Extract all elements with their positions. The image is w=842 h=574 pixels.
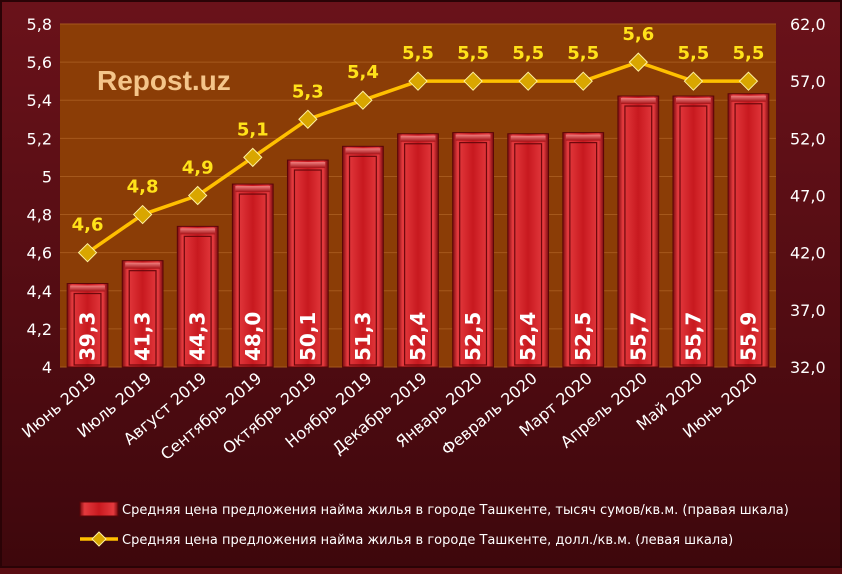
bar-inner-frame [348, 155, 377, 366]
x-axis-tick-label: Октябрь 2019 [219, 369, 320, 458]
right-axis-tick-label: 37,0 [790, 301, 826, 320]
bar-inner-frame [128, 270, 157, 366]
bar-value-label: 52,4 [406, 312, 430, 361]
bar-value-label: 51,3 [351, 312, 375, 361]
bar-value-label: 52,5 [571, 312, 595, 361]
left-axis-tick-label: 5,6 [27, 53, 52, 72]
line-value-label: 4,9 [182, 158, 214, 179]
line-marker [573, 71, 593, 91]
line-marker [77, 242, 98, 263]
line-marker [628, 52, 649, 72]
watermark-text: Repost.uz [97, 65, 231, 96]
line-value-label: 5,5 [402, 43, 434, 64]
left-axis-tick-label: 4,2 [27, 320, 52, 339]
left-axis-tick-label: 4,4 [27, 282, 52, 301]
bar-inner-frame [679, 105, 708, 366]
line-value-label: 4,8 [127, 177, 159, 198]
bar-inner-frame [514, 143, 543, 366]
legend-label-bar: Средняя цена предложения найма жилья в г… [122, 503, 789, 518]
bar-inner-frame [293, 169, 322, 366]
bar-inner-frame [734, 103, 763, 366]
bar-value-label: 55,7 [681, 312, 705, 361]
line-value-label: 5,5 [457, 43, 489, 64]
bar-inner-frame [459, 142, 488, 366]
bar-bevel [70, 285, 105, 292]
line-value-label: 5,1 [237, 119, 269, 140]
bar-bevel [125, 262, 160, 269]
bar-bevel [510, 135, 546, 142]
bar-bevel [731, 95, 766, 102]
left-axis-tick-label: 4,6 [27, 244, 52, 263]
line-value-label: 5,3 [292, 81, 324, 102]
legend-swatch-bar [79, 501, 119, 517]
left-axis-tick-label: 5,4 [27, 91, 52, 110]
bar-bevel [180, 228, 216, 235]
right-axis-tick-label: 57,0 [790, 72, 826, 91]
left-axis-tick-label: 4 [42, 358, 52, 377]
line-value-label: 5,5 [512, 43, 544, 64]
bar-value-label: 52,4 [516, 312, 540, 361]
x-axis-tick-label: Декабрь 2019 [329, 369, 431, 459]
right-axis-tick-label: 42,0 [790, 244, 826, 263]
bar-inner-frame [238, 193, 267, 366]
bar-bevel [620, 98, 656, 105]
line-marker [187, 185, 208, 206]
line-marker [738, 71, 759, 91]
bar-bevel [455, 134, 491, 141]
bar-bevel [400, 135, 436, 142]
bar-bevel [290, 162, 326, 169]
bar-inner-frame [73, 292, 102, 366]
bar-value-label: 50,1 [296, 312, 320, 361]
right-axis-tick-label: 32,0 [790, 358, 826, 377]
right-axis-tick-label: 47,0 [790, 187, 826, 206]
bar-value-label: 48,0 [241, 312, 265, 361]
bar-value-label: 44,3 [186, 312, 210, 361]
legend-swatch-marker [91, 531, 107, 547]
legend-label-line: Средняя цена предложения найма жилья в г… [122, 533, 733, 548]
bar-value-label: 52,5 [461, 312, 485, 361]
left-axis-tick-label: 5 [42, 167, 52, 186]
line-marker [353, 90, 373, 110]
line-value-label: 5,6 [622, 24, 654, 45]
line-value-label: 5,4 [347, 62, 379, 83]
line-marker [132, 204, 153, 225]
right-axis-tick-label: 52,0 [790, 129, 826, 148]
bar-value-label: 41,3 [131, 312, 155, 361]
bar-value-label: 39,3 [76, 312, 100, 361]
line-marker [683, 71, 704, 91]
bar-bevel [235, 186, 271, 193]
bar-bevel [676, 98, 711, 105]
bar-value-label: 55,7 [626, 312, 650, 361]
bar-inner-frame [183, 235, 212, 366]
right-axis-tick-label: 62,0 [790, 15, 826, 34]
bar-value-label: 55,9 [736, 312, 760, 361]
line-marker [518, 71, 538, 91]
left-axis-tick-label: 5,8 [27, 15, 52, 34]
bar-bevel [565, 134, 601, 141]
line-marker [298, 109, 318, 129]
bar-inner-frame [624, 105, 653, 366]
line-value-label: 5,5 [733, 43, 765, 64]
bar-inner-frame [569, 142, 598, 366]
x-axis-tick-label: Февраль 2020 [438, 369, 541, 460]
line-marker [243, 147, 263, 168]
line-value-label: 4,6 [72, 215, 104, 236]
bar-inner-frame [404, 143, 432, 366]
line-marker [463, 71, 483, 91]
x-axis-tick-label: Сентябрь 2019 [157, 369, 265, 464]
line-value-label: 5,5 [677, 43, 709, 64]
line-marker [408, 71, 428, 91]
left-axis-tick-label: 5,2 [27, 129, 52, 148]
line-value-label: 5,5 [567, 43, 599, 64]
left-axis-tick-label: 4,8 [27, 206, 52, 225]
bar-bevel [345, 148, 381, 155]
